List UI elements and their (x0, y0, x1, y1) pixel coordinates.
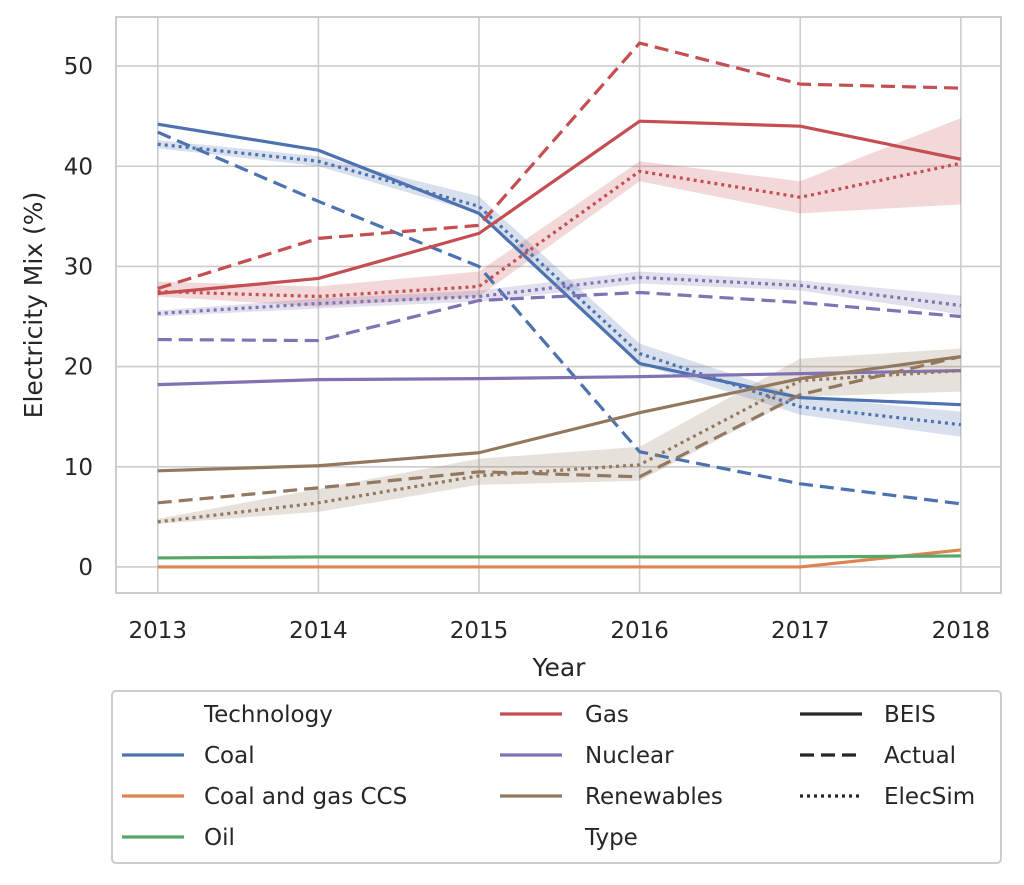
x-tick-labels: 2013 2014 2015 2016 2017 2018 (128, 618, 990, 644)
series-line-oil-beis (157, 554, 961, 560)
y-tick-label: 10 (64, 455, 93, 481)
x-tick-label: 2018 (932, 618, 991, 644)
legend-label-nuclear: Nuclear (585, 743, 674, 769)
legend-label-gas: Gas (585, 702, 629, 728)
series-line-nuclear-beis (157, 369, 961, 387)
grid (116, 17, 1001, 593)
x-tick-label: 2013 (128, 618, 187, 644)
x-tick-label: 2016 (610, 618, 669, 644)
legend-label-beis: BEIS (884, 702, 936, 728)
series-line-coal-beis (157, 122, 961, 407)
series-line-renewables-elecsim (157, 369, 961, 524)
series-line-gas-actual (157, 41, 961, 290)
band-coal-elecsim (157, 140, 961, 437)
y-tick-label: 50 (64, 54, 93, 80)
series-line-nuclear-actual (157, 290, 961, 343)
x-axis-label: Year (532, 653, 587, 682)
y-axis-label: Electricity Mix (%) (19, 192, 48, 419)
x-tick-label: 2014 (289, 618, 348, 644)
series-line-renewables-actual (157, 355, 962, 505)
series-line-coal-and-gas-ccs-beis (157, 548, 962, 569)
y-tick-label: 0 (78, 555, 93, 581)
band-gas-elecsim (157, 118, 961, 307)
legend-label-renewables: Renewables (585, 784, 723, 810)
legend-frame (111, 690, 1002, 864)
series-lines (157, 41, 962, 569)
series-line-gas-elecsim (157, 161, 962, 299)
legend-items: Technology Coal Coal and gas CCS Oil Gas Nucl… (122, 702, 975, 851)
legend-label-actual: Actual (884, 743, 956, 769)
y-tick-label: 30 (64, 254, 93, 280)
legend-label-oil: Oil (204, 825, 235, 851)
legend-label-elecsim: ElecSim (884, 784, 975, 810)
series-line-coal-elecsim (157, 142, 962, 427)
legend-title-type: Type (584, 825, 638, 851)
x-tick-label: 2015 (450, 618, 509, 644)
legend-label-coal-and-gas-ccs: Coal and gas CCS (204, 784, 407, 810)
y-tick-labels: 0 10 20 30 40 50 (64, 54, 93, 581)
series-line-renewables-beis (157, 355, 962, 473)
legend-title-technology: Technology (203, 702, 333, 728)
series-line-nuclear-elecsim (157, 275, 962, 316)
x-tick-label: 2017 (771, 618, 830, 644)
series-line-coal-actual (157, 130, 962, 506)
y-tick-label: 20 (64, 355, 93, 381)
legend: Technology Coal Coal and gas CCS Oil Gas Nucl… (111, 690, 1002, 864)
legend-label-coal: Coal (204, 743, 255, 769)
series-line-gas-beis (157, 119, 962, 296)
y-tick-label: 40 (64, 154, 93, 180)
plot-area (115, 16, 1002, 594)
